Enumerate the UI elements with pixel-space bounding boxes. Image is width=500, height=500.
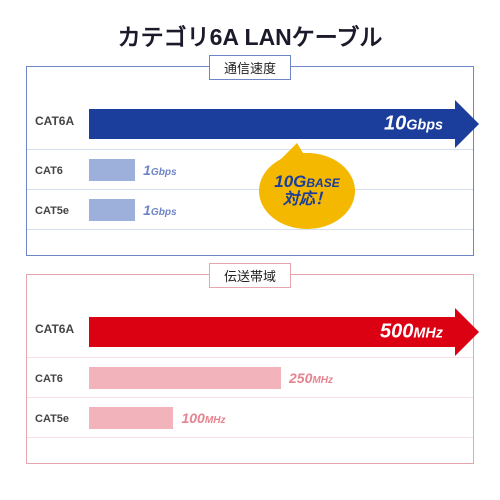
- cat-label: CAT5e: [35, 413, 69, 425]
- arrow-body: 500MHz: [89, 317, 455, 347]
- arrow-body: 10Gbps: [89, 109, 455, 139]
- speed-panel-label: 通信速度: [209, 55, 291, 80]
- bandwidth-panel-label: 伝送帯域: [209, 263, 291, 288]
- bar-value-text: 1Gbps: [143, 162, 177, 178]
- bar-value-text: 250MHz: [289, 370, 333, 386]
- arrow-head-icon: [455, 308, 479, 356]
- callout-line2: 対応！: [283, 191, 331, 209]
- page-root: カテゴリ6A LANケーブル 通信速度 10Gbps 1Gbps 1Gbps CAT6A…: [0, 0, 500, 500]
- bandwidth-bar: [89, 407, 173, 429]
- speed-panel: 通信速度10Gbps1Gbps1GbpsCAT6ACAT6CAT5e10GBAS…: [26, 66, 474, 256]
- arrow-head-icon: [455, 100, 479, 148]
- bar-value-text: 1Gbps: [143, 202, 177, 218]
- cat-label: CAT6A: [35, 114, 74, 128]
- arrow-value-text: 500MHz: [380, 321, 443, 344]
- bandwidth-arrow-bar: 500MHz: [89, 317, 479, 347]
- panels-host: 通信速度10Gbps1Gbps1GbpsCAT6ACAT6CAT5e10GBAS…: [26, 66, 474, 464]
- bandwidth-bar: [89, 367, 281, 389]
- cat-label: CAT6: [35, 165, 63, 177]
- callout-bubble: 10GBASE対応！: [259, 153, 355, 229]
- callout-tail-icon: [277, 143, 309, 163]
- bandwidth-panel-inner: 500MHz 250MHz 100MHz CAT6A CAT6 CAT5e: [27, 275, 473, 463]
- bandwidth-panel: 伝送帯域500MHz250MHz100MHzCAT6ACAT6CAT5e: [26, 274, 474, 464]
- arrow-value-text: 10Gbps: [384, 113, 443, 136]
- cat-label: CAT6A: [35, 322, 74, 336]
- speed-bar: [89, 159, 135, 181]
- cat-label: CAT6: [35, 373, 63, 385]
- callout-line1: 10GBASE: [274, 173, 339, 191]
- bandwidth-bar-area: 500MHz 250MHz 100MHz: [89, 275, 473, 463]
- speed-panel-inner: 10Gbps 1Gbps 1Gbps CAT6A CAT6 CAT5e 10GBASE対応！: [27, 67, 473, 255]
- speed-arrow-bar: 10Gbps: [89, 109, 479, 139]
- cat-label: CAT5e: [35, 205, 69, 217]
- bar-value-text: 100MHz: [181, 410, 225, 426]
- speed-bar: [89, 199, 135, 221]
- speed-callout: 10GBASE対応！: [259, 153, 355, 229]
- page-title: カテゴリ6A LANケーブル: [26, 18, 474, 52]
